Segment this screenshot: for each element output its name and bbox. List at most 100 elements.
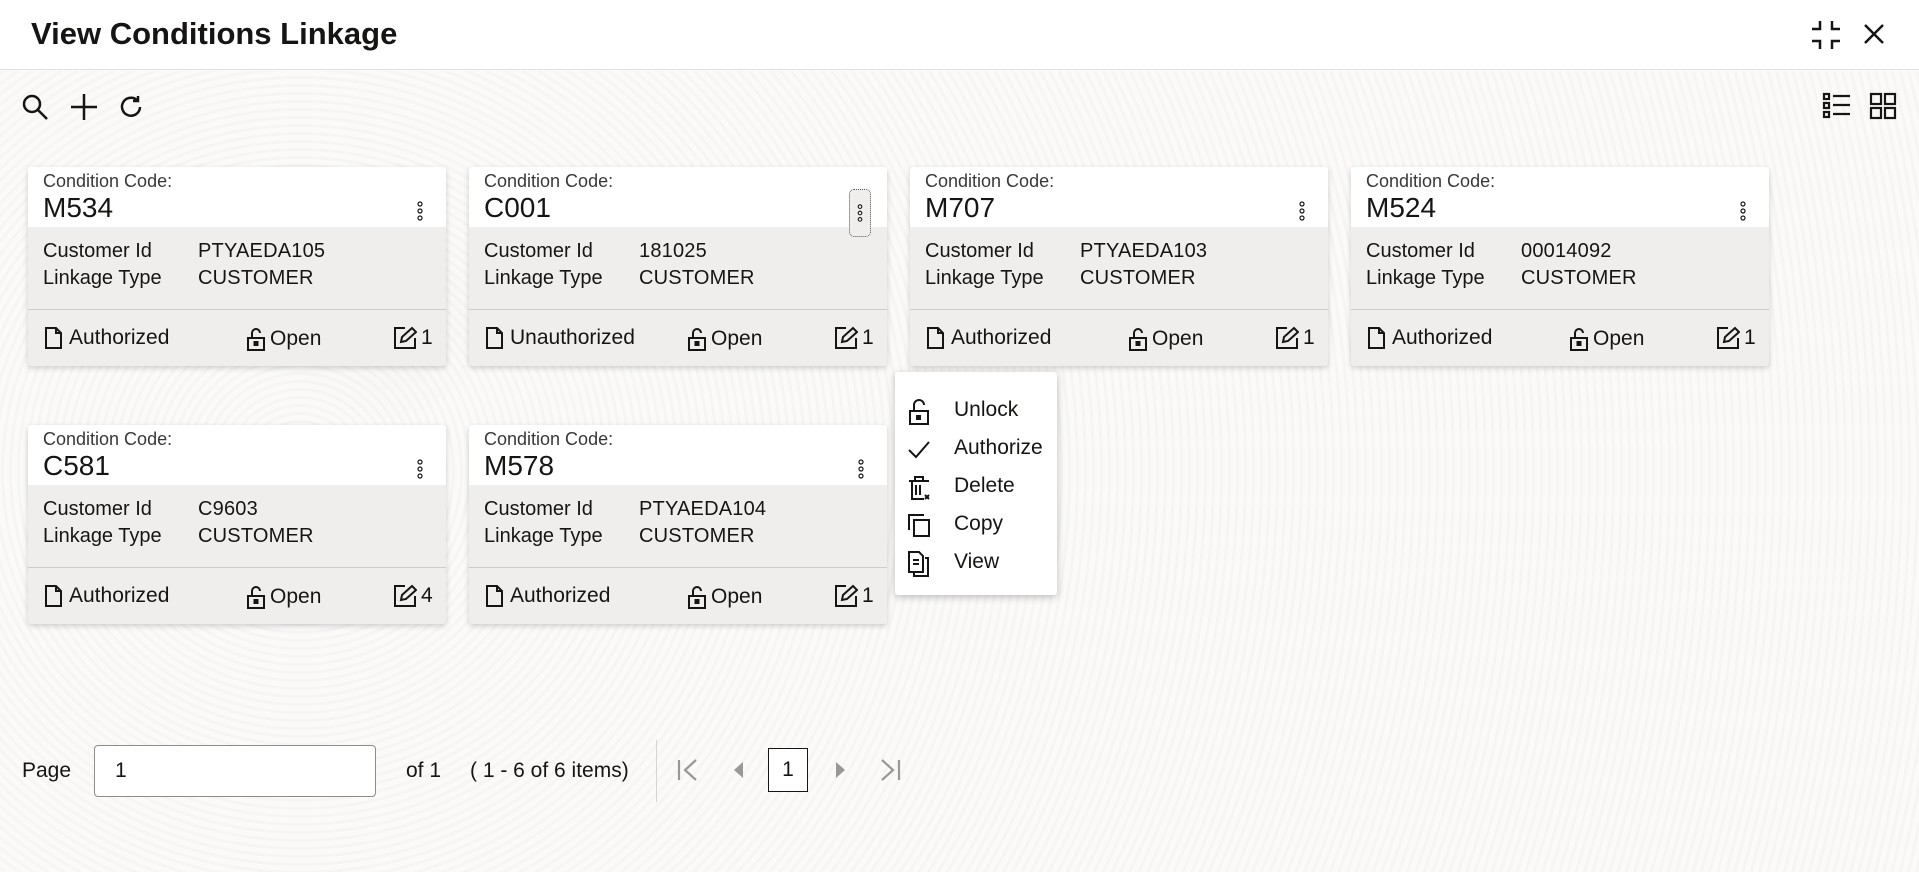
card-body: Customer Id 00014092 Linkage Type CUSTOMER: [1351, 227, 1769, 310]
search-icon[interactable]: [21, 93, 49, 121]
linkage-type-label: Linkage Type: [43, 267, 162, 289]
customer-id-value: PTYAEDA104: [639, 498, 767, 520]
card-footer: Authorized Open 1: [28, 310, 446, 366]
unlock-icon: [1129, 328, 1147, 351]
linkage-type-label: Linkage Type: [484, 525, 603, 547]
customer-id-label: Customer Id: [484, 498, 593, 520]
modification-count: 4: [393, 584, 433, 608]
more-actions-icon[interactable]: [416, 201, 424, 221]
linkage-type-value: CUSTOMER: [198, 267, 314, 289]
document-status-icon: [927, 327, 944, 349]
current-page-button[interactable]: 1: [768, 748, 808, 792]
pagination: Page 1 of 1 ( 1 - 6 of 6 items) 1: [0, 740, 1919, 802]
customer-id-label: Customer Id: [925, 240, 1034, 262]
record-status: Open: [1128, 326, 1203, 352]
unlock-icon: [247, 586, 265, 609]
card-header: Condition Code: M578: [469, 425, 887, 485]
refresh-icon[interactable]: [117, 93, 145, 121]
document-status-icon: [45, 327, 62, 349]
condition-code-label: Condition Code:: [484, 171, 614, 191]
plus-icon[interactable]: [69, 92, 99, 122]
condition-code-label: Condition Code:: [43, 171, 173, 191]
page-title: View Conditions Linkage: [31, 16, 398, 51]
menu-item-authorize[interactable]: Authorize: [895, 430, 1057, 468]
condition-card[interactable]: Condition Code: C001 Customer Id 181025 L…: [469, 167, 887, 366]
more-actions-icon[interactable]: [1298, 201, 1306, 221]
condition-card[interactable]: Condition Code: M578 Customer Id PTYAEDA1…: [469, 425, 887, 624]
unlock-icon: [688, 328, 706, 351]
more-actions-icon[interactable]: [849, 189, 871, 237]
auth-status: Authorized: [1366, 326, 1492, 350]
title-bar: View Conditions Linkage: [0, 0, 1919, 70]
page-input[interactable]: 1: [94, 745, 376, 797]
record-status: Open: [246, 326, 321, 352]
card-header: Condition Code: C581: [28, 425, 446, 485]
more-actions-icon[interactable]: [416, 459, 424, 479]
menu-item-unlock[interactable]: Unlock: [895, 392, 1057, 430]
card-header: Condition Code: M524: [1351, 167, 1769, 227]
condition-code: M578: [484, 450, 555, 481]
card-header: Condition Code: M707: [910, 167, 1328, 227]
auth-status: Unauthorized: [484, 326, 635, 350]
minimize-icon[interactable]: [1810, 19, 1842, 51]
modification-count: 1: [834, 584, 874, 608]
auth-status: Authorized: [484, 584, 610, 608]
menu-item-view[interactable]: View: [895, 544, 1057, 582]
grid-view-icon[interactable]: [1869, 92, 1897, 120]
condition-code-label: Condition Code:: [925, 171, 1055, 191]
edit-icon: [394, 584, 417, 607]
list-view-icon[interactable]: [1822, 92, 1852, 120]
card-footer: Authorized Open 1: [1351, 310, 1769, 366]
condition-card[interactable]: Condition Code: C581 Customer Id C9603 Li…: [28, 425, 446, 624]
page-count: of 1: [406, 759, 442, 782]
menu-item-delete[interactable]: Delete: [895, 468, 1057, 506]
auth-status: Authorized: [43, 584, 169, 608]
unlock-icon: [1570, 328, 1588, 351]
condition-card[interactable]: Condition Code: M534 Customer Id PTYAEDA1…: [28, 167, 446, 366]
edit-icon: [1717, 326, 1740, 349]
customer-id-value: C9603: [198, 498, 258, 520]
more-actions-icon[interactable]: [857, 459, 865, 479]
edit-icon: [835, 584, 858, 607]
customer-id-label: Customer Id: [484, 240, 593, 262]
condition-code: C001: [484, 192, 551, 223]
next-page-icon[interactable]: [832, 757, 850, 783]
linkage-type-value: CUSTOMER: [639, 267, 755, 289]
condition-card[interactable]: Condition Code: M524 Customer Id 00014092…: [1351, 167, 1769, 366]
edit-icon: [835, 326, 858, 349]
condition-code-label: Condition Code:: [43, 429, 173, 449]
card-footer: Authorized Open 1: [910, 310, 1328, 366]
edit-icon: [1276, 326, 1299, 349]
edit-icon: [394, 326, 417, 349]
menu-item-copy[interactable]: Copy: [895, 506, 1057, 544]
last-page-icon[interactable]: [878, 757, 902, 783]
view-icon: [908, 551, 929, 577]
close-icon[interactable]: [1862, 22, 1886, 46]
unlock-icon: [909, 399, 929, 425]
card-header: Condition Code: M534: [28, 167, 446, 227]
customer-id-label: Customer Id: [43, 498, 152, 520]
items-summary: ( 1 - 6 of 6 items): [470, 759, 629, 782]
modification-count: 1: [1716, 326, 1756, 350]
context-menu: Unlock Authorize Delete Copy View: [895, 372, 1057, 595]
modification-count: 1: [834, 326, 874, 350]
more-actions-icon[interactable]: [1739, 201, 1747, 221]
customer-id-value: 00014092: [1521, 240, 1612, 262]
previous-page-icon[interactable]: [729, 757, 747, 783]
card-body: Customer Id C9603 Linkage Type CUSTOMER: [28, 485, 446, 568]
auth-status: Authorized: [925, 326, 1051, 350]
check-icon: [908, 441, 930, 459]
copy-icon: [908, 514, 930, 537]
customer-id-value: 181025: [639, 240, 707, 262]
record-status: Open: [687, 584, 762, 610]
condition-card[interactable]: Condition Code: M707 Customer Id PTYAEDA1…: [910, 167, 1328, 366]
document-status-icon: [486, 327, 503, 349]
first-page-icon[interactable]: [676, 757, 700, 783]
customer-id-value: PTYAEDA105: [198, 240, 326, 262]
record-status: Open: [246, 584, 321, 610]
linkage-type-label: Linkage Type: [43, 525, 162, 547]
card-header: Condition Code: C001: [469, 167, 887, 237]
condition-code-label: Condition Code:: [484, 429, 614, 449]
document-status-icon: [486, 585, 503, 607]
card-footer: Unauthorized Open 1: [469, 310, 887, 366]
